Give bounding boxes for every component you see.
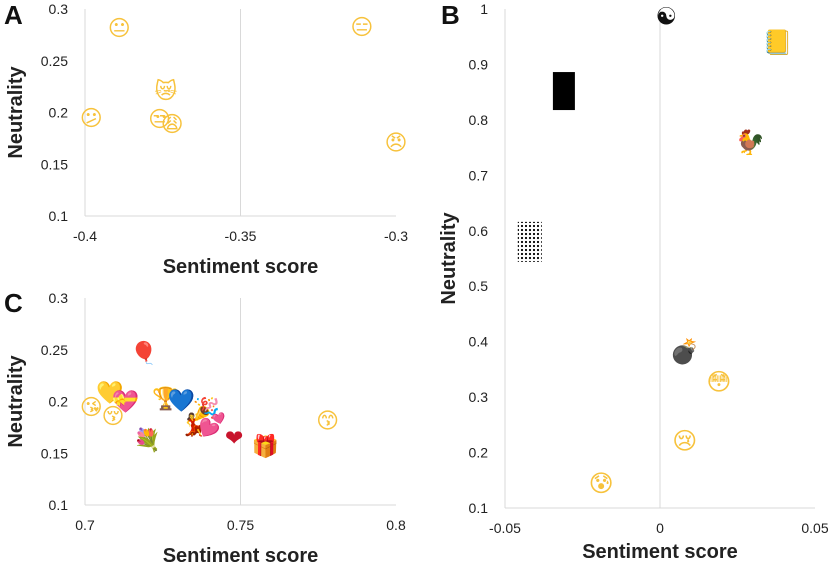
panel-c-x-tick-label: 0.7 [75, 517, 95, 533]
panel-a-y-tick-label: 0.25 [41, 53, 68, 69]
panel-a-y-tick-label: 0.2 [49, 105, 69, 121]
bomb-icon: 💣 [670, 337, 700, 366]
panel-c-x-axis-title: Sentiment score [163, 545, 319, 563]
panel-c-x-tick-label: 0.75 [227, 517, 254, 533]
two-hearts-icon: 💕 [199, 412, 226, 438]
panel-b-y-tick-label: 0.9 [469, 56, 489, 72]
party-popper-icon: 🎉 [193, 396, 220, 422]
panel-c-y-tick-label: 0.15 [41, 445, 68, 461]
panel-b-y-tick-label: 0.8 [469, 112, 489, 128]
panel-c-y-tick-label: 0.1 [49, 497, 69, 513]
crying-cat-face-icon: 😿 [154, 78, 177, 104]
wrapped-gift-icon: 🎁 [252, 434, 279, 460]
panel-b-y-tick-label: 0.1 [469, 500, 489, 516]
blue-heart-icon: 💙 [168, 388, 196, 414]
panel-b-letter: B [441, 0, 460, 30]
panel-b-y-tick-label: 0.5 [469, 278, 489, 294]
panel-a-letter: A [4, 0, 23, 30]
anxious-face-with-sweat-icon: 😰 [589, 469, 614, 497]
panel-c-sentiment-neutrality-scatter: C 0.7 0.75 0.8 0.1 0.15 0.2 0.25 0.3 Sentiment sc… [4, 288, 406, 563]
black-rectangle-icon [552, 72, 575, 111]
panel-a-x-axis-title: Sentiment score [163, 256, 319, 278]
notebook-icon: 📒 [763, 29, 793, 57]
panel-b-sentiment-neutrality-scatter: B -0.05 0 0.05 0.1 0.2 0.3 0.4 0.5 0.6 0.7 0.8 0.9 1 S… [438, 0, 829, 563]
panel-a-y-tick-label: 0.15 [41, 156, 68, 172]
neutral-face-icon: 😐 [108, 16, 131, 41]
panel-b-x-axis-title: Sentiment score [582, 541, 738, 563]
expressionless-face-icon: 😑 [350, 15, 373, 40]
panel-b-x-tick-label: 0 [656, 520, 664, 536]
panel-c-x-tick-label: 0.8 [386, 517, 406, 533]
panel-a-sentiment-neutrality-scatter: A -0.4 -0.35 -0.3 0.1 0.15 0.2 0.25 0.3 Sentiment… [4, 0, 408, 278]
panel-b-y-tick-label: 0.7 [469, 167, 489, 183]
red-heart-icon: ❤ [225, 426, 243, 451]
face-blowing-kiss-icon: 😘 [80, 395, 103, 420]
panel-c-y-tick-label: 0.2 [49, 394, 69, 410]
confused-face-icon: 😕 [80, 106, 103, 131]
panel-b-y-tick-label: 0.2 [469, 445, 489, 461]
bouquet-icon: 💐 [133, 426, 160, 453]
unamused-face-icon: 😒 [148, 107, 171, 132]
yin-yang-icon: ☯ [655, 3, 677, 31]
flushed-face-icon: 😳 [706, 368, 731, 396]
panel-a-y-axis-title: Neutrality [5, 66, 27, 159]
panel-a-x-tick-label: -0.35 [225, 228, 257, 244]
panel-c-y-axis-title: Neutrality [5, 355, 27, 448]
panel-c-y-tick-label: 0.3 [49, 290, 69, 306]
kissing-face-icon: 😚 [102, 405, 125, 430]
dotted-square-icon [517, 221, 542, 262]
panel-a-x-tick-label: -0.3 [384, 228, 408, 244]
balloon-icon: 🎈 [130, 340, 157, 367]
trophy-icon: 🏆 [152, 386, 179, 412]
panel-c-letter: C [4, 288, 23, 318]
angry-face-icon: 😠 [385, 131, 408, 156]
panel-b-y-axis-title: Neutrality [438, 212, 460, 305]
panel-b-y-tick-label: 0.3 [469, 389, 489, 405]
panel-c-y-tick-label: 0.25 [41, 342, 68, 358]
woman-dancing-icon: 💃 [180, 412, 207, 438]
panel-b-y-tick-label: 0.4 [469, 334, 489, 350]
panel-a-x-tick-label: -0.4 [73, 228, 97, 244]
weary-face-icon: 😩 [161, 113, 184, 138]
panel-b-y-tick-label: 0.6 [469, 223, 489, 239]
yellow-heart-icon: 💛 [96, 380, 124, 406]
panel-a-y-tick-label: 0.1 [49, 208, 69, 224]
panel-a-y-tick-label: 0.3 [49, 1, 69, 17]
rooster-icon: 🐓 [735, 128, 765, 156]
panel-b-y-tick-label: 1 [480, 1, 488, 17]
panel-b-x-tick-label: 0.05 [801, 520, 828, 536]
heart-with-ribbon-icon: 💝 [112, 389, 140, 415]
kissing-face-with-smiling-eyes-icon: 😙 [316, 409, 339, 434]
crying-face-icon: 😢 [672, 427, 697, 455]
panel-b-x-tick-label: -0.05 [489, 520, 521, 536]
